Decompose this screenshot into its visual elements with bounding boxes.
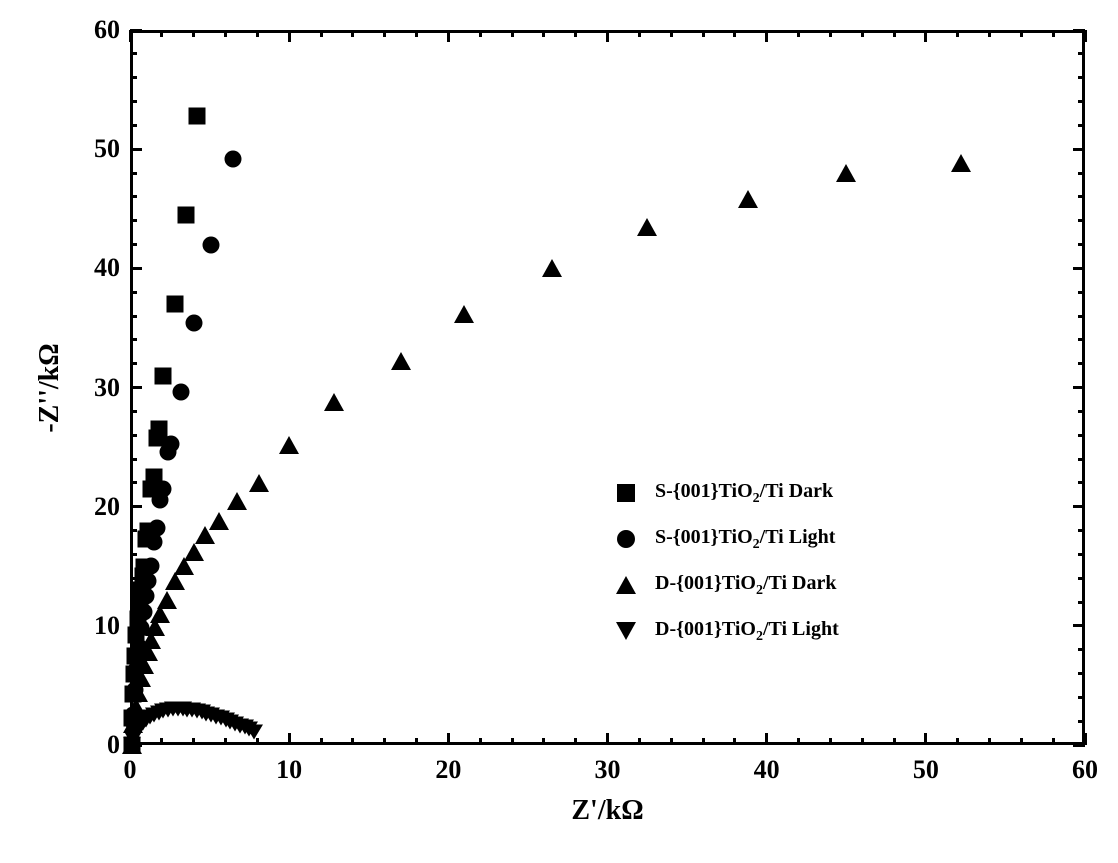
legend-item: S-{001}TiO2/Ti Light (615, 524, 835, 554)
data-point (836, 164, 856, 182)
data-point (951, 154, 971, 172)
legend-label: D-{001}TiO2/Ti Light (655, 618, 839, 645)
y-tick-label: 0 (80, 730, 120, 760)
data-point (163, 435, 180, 452)
legend-label: S-{001}TiO2/Ti Dark (655, 480, 833, 507)
legend-item: D-{001}TiO2/Ti Light (615, 616, 839, 646)
legend-label: D-{001}TiO2/Ti Dark (655, 572, 837, 599)
data-point (209, 512, 229, 530)
data-point (149, 520, 166, 537)
data-point (137, 588, 154, 605)
data-point (172, 384, 189, 401)
data-point (391, 352, 411, 370)
y-axis-title: -Z''/kΩ (34, 343, 66, 432)
legend-item: S-{001}TiO2/Ti Dark (615, 478, 833, 508)
data-point (155, 480, 172, 497)
x-tick-label: 10 (276, 755, 302, 785)
legend-marker-icon (617, 484, 635, 502)
legend-marker-icon (616, 622, 636, 640)
legend-marker-icon (617, 530, 635, 548)
data-point (637, 218, 657, 236)
data-point (145, 534, 162, 551)
data-point (166, 296, 183, 313)
data-point (150, 421, 167, 438)
nyquist-plot: 0 10 20 30 40 50 60 0 10 20 30 40 50 60 S-{001}TiO2/T… (0, 0, 1118, 863)
data-point (245, 724, 263, 739)
legend-label: S-{001}TiO2/Ti Light (655, 526, 835, 553)
data-point (542, 259, 562, 277)
data-point (225, 150, 242, 167)
x-axis-title: Z'/kΩ (571, 795, 643, 827)
data-point (279, 436, 299, 454)
data-point (227, 492, 247, 510)
data-point (142, 558, 159, 575)
data-point (203, 236, 220, 253)
x-tick-label: 40 (754, 755, 780, 785)
data-point (249, 474, 269, 492)
y-tick-label: 50 (80, 134, 120, 164)
x-tick-label: 30 (595, 755, 621, 785)
data-point (177, 206, 194, 223)
legend-marker-icon (616, 576, 636, 594)
data-point (155, 367, 172, 384)
x-tick-label: 50 (913, 755, 939, 785)
data-point (185, 315, 202, 332)
x-tick-label: 0 (124, 755, 137, 785)
y-tick-label: 60 (80, 15, 120, 45)
y-tick-label: 20 (80, 492, 120, 522)
data-point (324, 393, 344, 411)
data-point (454, 305, 474, 323)
x-tick-label: 20 (435, 755, 461, 785)
data-point (738, 190, 758, 208)
data-point (157, 591, 177, 609)
legend-item: D-{001}TiO2/Ti Dark (615, 570, 837, 600)
y-tick-label: 10 (80, 611, 120, 641)
data-point (184, 543, 204, 561)
data-point (188, 107, 205, 124)
x-tick-label: 60 (1072, 755, 1098, 785)
y-tick-label: 40 (80, 253, 120, 283)
y-tick-label: 30 (80, 373, 120, 403)
